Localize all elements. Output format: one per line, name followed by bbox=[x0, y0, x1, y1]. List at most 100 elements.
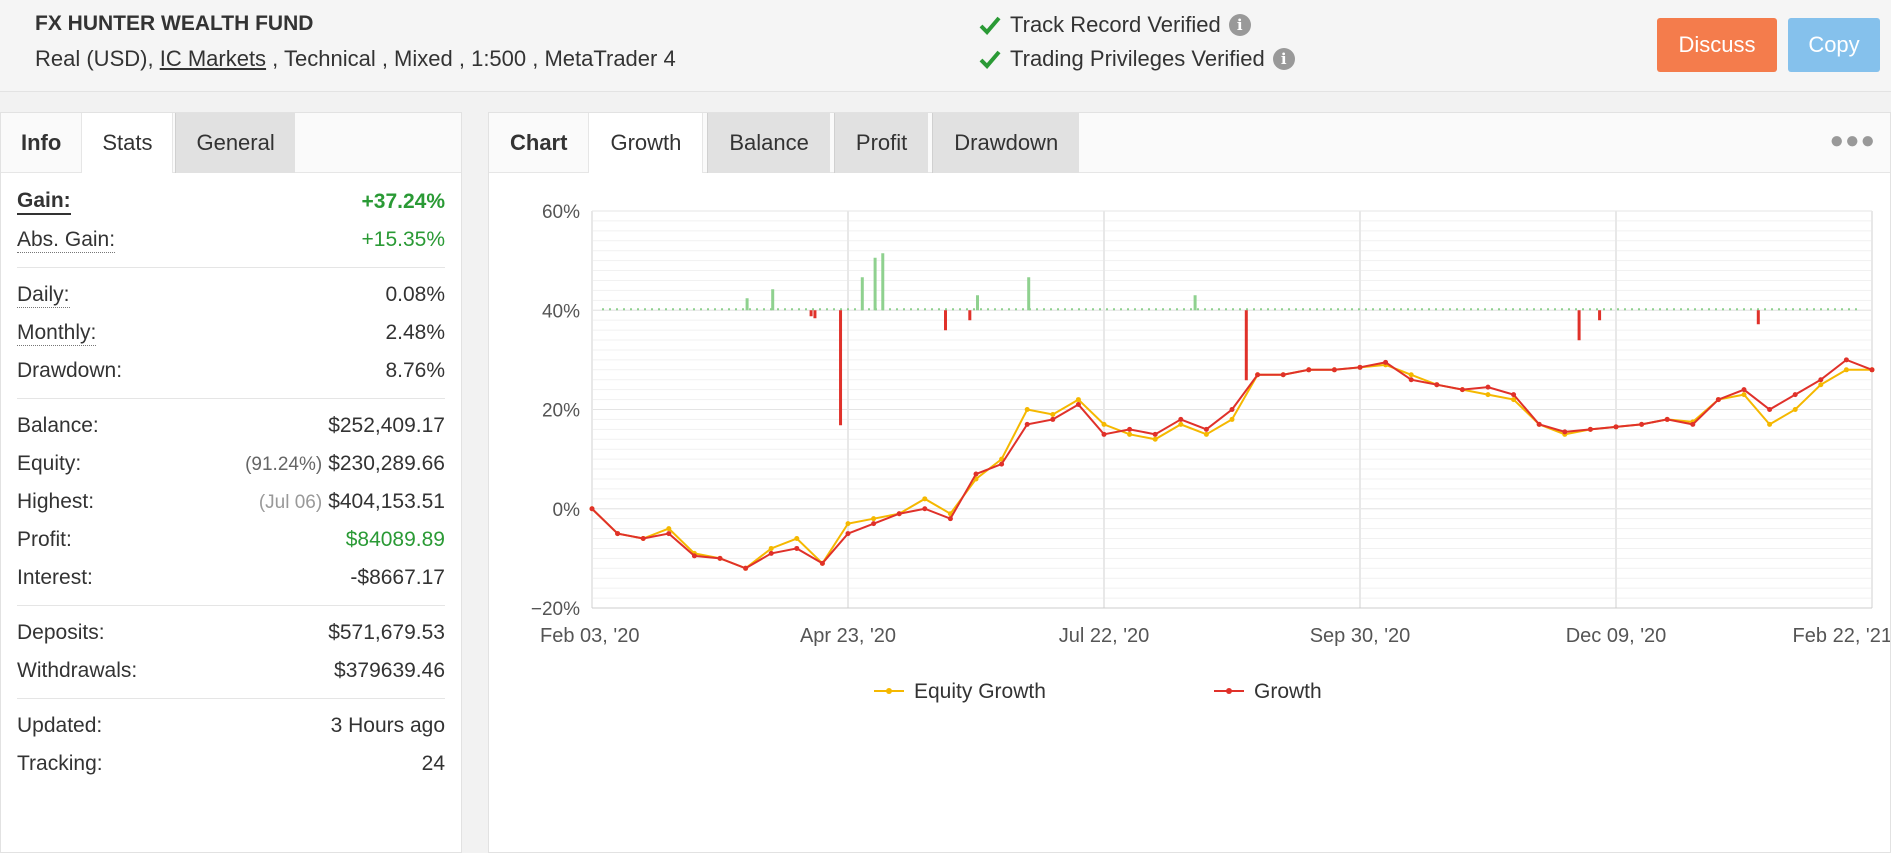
daily-marker bbox=[1806, 308, 1808, 311]
x-tick-label: Feb 22, '21 bbox=[1793, 625, 1890, 647]
daily-marker bbox=[1316, 308, 1318, 311]
deposits-row: Deposits: $571,679.53 bbox=[17, 614, 445, 652]
data-point bbox=[1562, 429, 1568, 435]
daily-marker bbox=[1694, 308, 1696, 311]
tab-chart[interactable]: Chart bbox=[510, 130, 568, 155]
account-details: , Technical , Mixed , 1:500 , MetaTrader… bbox=[266, 46, 676, 71]
daily-marker bbox=[1113, 308, 1115, 311]
daily-marker bbox=[868, 308, 870, 311]
more-dots-icon[interactable]: ●●● bbox=[1829, 127, 1876, 154]
daily-marker bbox=[1610, 308, 1612, 311]
daily-marker bbox=[1043, 308, 1045, 311]
daily-marker bbox=[1442, 308, 1444, 311]
system-title: FX HUNTER WEALTH FUND bbox=[35, 12, 314, 35]
data-point bbox=[1587, 426, 1593, 432]
data-point bbox=[1485, 392, 1491, 398]
tracking-label: Tracking: bbox=[17, 752, 103, 775]
profit-row: Profit: $84089.89 bbox=[17, 521, 445, 559]
info-icon[interactable]: i bbox=[1272, 48, 1295, 70]
daily-marker bbox=[966, 308, 968, 311]
broker-link[interactable]: IC Markets bbox=[159, 46, 267, 71]
daily-marker bbox=[1344, 308, 1346, 311]
data-point bbox=[1664, 416, 1670, 422]
data-point bbox=[1536, 421, 1542, 427]
updated-value: 3 Hours ago bbox=[330, 714, 445, 737]
drawdown-row: Drawdown: 8.76% bbox=[17, 352, 445, 390]
highest-value: $404,153.51 bbox=[328, 490, 445, 513]
daily-marker bbox=[1736, 308, 1738, 311]
daily-marker bbox=[1666, 308, 1668, 311]
data-point bbox=[1383, 359, 1389, 365]
daily-marker bbox=[1267, 308, 1269, 311]
daily-marker bbox=[1008, 308, 1010, 311]
tab-stats[interactable]: Stats bbox=[81, 113, 174, 173]
legend-label: Equity Growth bbox=[914, 680, 1046, 703]
daily-gain-bar bbox=[771, 289, 775, 311]
data-point bbox=[1050, 411, 1056, 417]
tab-profit[interactable]: Profit bbox=[833, 113, 929, 173]
daily-marker bbox=[791, 308, 793, 311]
daily-marker bbox=[1435, 308, 1437, 311]
y-tick-label: 0% bbox=[553, 500, 581, 521]
trading-privileges-verified: Trading Privileges Verified i bbox=[978, 46, 1295, 72]
updated-label: Updated: bbox=[17, 714, 103, 737]
abs-gain-label[interactable]: Abs. Gain: bbox=[17, 227, 116, 253]
daily-marker bbox=[1197, 308, 1199, 311]
data-point bbox=[1178, 421, 1184, 427]
daily-marker bbox=[1274, 308, 1276, 311]
daily-marker bbox=[763, 308, 765, 311]
data-point bbox=[1127, 426, 1133, 432]
daily-marker bbox=[917, 308, 919, 311]
daily-label[interactable]: Daily: bbox=[17, 282, 70, 308]
daily-marker bbox=[1379, 308, 1381, 311]
daily-marker bbox=[1302, 308, 1304, 311]
daily-marker bbox=[1463, 308, 1465, 311]
daily-marker bbox=[742, 308, 744, 311]
data-point bbox=[1024, 421, 1030, 427]
daily-marker bbox=[1407, 308, 1409, 311]
daily-marker bbox=[1813, 308, 1815, 311]
data-point bbox=[1639, 421, 1645, 427]
daily-gain-bar bbox=[1193, 295, 1197, 311]
daily-marker bbox=[1064, 308, 1066, 311]
daily-marker bbox=[1057, 308, 1059, 311]
daily-marker bbox=[1232, 308, 1234, 311]
daily-marker bbox=[945, 308, 947, 311]
tab-info[interactable]: Info bbox=[21, 130, 62, 155]
monthly-label[interactable]: Monthly: bbox=[17, 320, 97, 346]
data-point bbox=[1357, 364, 1363, 370]
data-point bbox=[845, 521, 851, 527]
daily-row: Daily: 0.08% bbox=[17, 276, 445, 314]
tab-general[interactable]: General bbox=[175, 113, 295, 173]
tab-drawdown[interactable]: Drawdown bbox=[932, 113, 1080, 173]
info-icon[interactable]: i bbox=[1228, 14, 1251, 36]
data-point bbox=[1024, 407, 1030, 412]
data-point bbox=[1434, 382, 1440, 388]
daily-marker bbox=[1281, 308, 1283, 311]
daily-marker bbox=[1778, 308, 1780, 311]
discuss-button[interactable]: Discuss bbox=[1657, 18, 1777, 72]
daily-marker bbox=[1855, 308, 1857, 311]
daily-marker bbox=[1365, 308, 1367, 311]
data-point bbox=[1767, 407, 1773, 412]
daily-marker bbox=[1211, 308, 1213, 311]
account-subtitle: Real (USD), IC Markets , Technical , Mix… bbox=[35, 46, 676, 72]
gain-label[interactable]: Gain: bbox=[17, 189, 71, 215]
data-point bbox=[973, 471, 979, 477]
tab-growth[interactable]: Growth bbox=[588, 113, 704, 173]
daily-marker bbox=[1687, 308, 1689, 311]
daily-marker bbox=[840, 308, 842, 311]
highest-row: Highest: (Jul 06) $404,153.51 bbox=[17, 483, 445, 521]
daily-marker bbox=[1309, 308, 1311, 311]
copy-button[interactable]: Copy bbox=[1788, 18, 1880, 72]
data-point bbox=[717, 555, 723, 561]
tab-balance[interactable]: Balance bbox=[707, 113, 830, 173]
daily-marker bbox=[1330, 308, 1332, 311]
daily-marker bbox=[1561, 308, 1563, 311]
daily-marker bbox=[1134, 308, 1136, 311]
data-point bbox=[1511, 397, 1517, 403]
daily-marker bbox=[1820, 308, 1822, 311]
daily-marker bbox=[805, 308, 807, 311]
data-point bbox=[1178, 416, 1184, 422]
daily-marker bbox=[994, 308, 996, 311]
